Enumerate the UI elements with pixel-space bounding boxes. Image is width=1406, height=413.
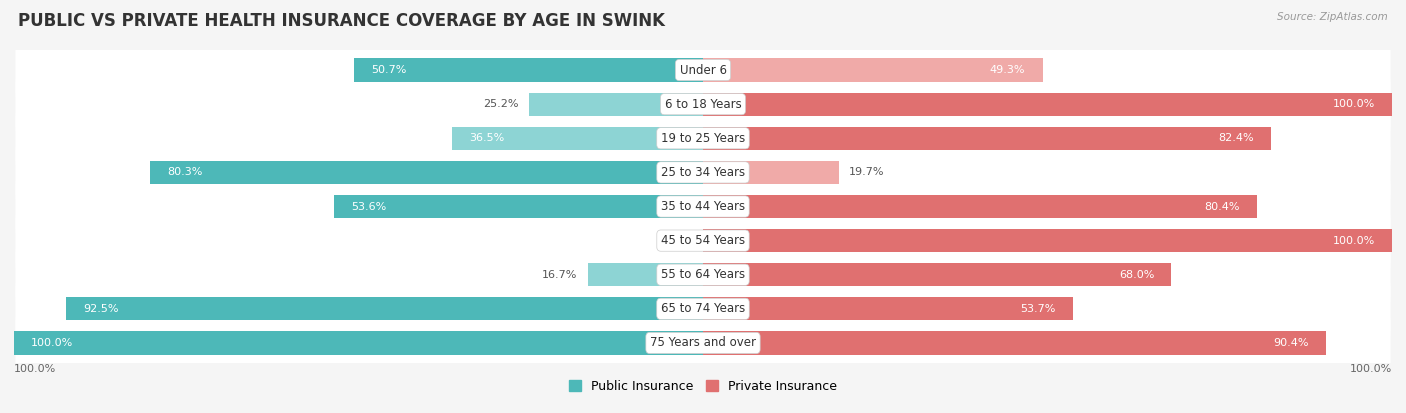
Bar bbox=[14, 331, 703, 355]
Bar bbox=[703, 161, 839, 184]
Text: 53.6%: 53.6% bbox=[352, 202, 387, 211]
Text: 75 Years and over: 75 Years and over bbox=[650, 337, 756, 349]
Text: Source: ZipAtlas.com: Source: ZipAtlas.com bbox=[1277, 12, 1388, 22]
FancyBboxPatch shape bbox=[15, 198, 1391, 283]
FancyBboxPatch shape bbox=[15, 266, 1391, 351]
Text: 100.0%: 100.0% bbox=[1333, 236, 1375, 246]
Text: 92.5%: 92.5% bbox=[83, 304, 118, 314]
Bar bbox=[451, 127, 703, 150]
Text: 50.7%: 50.7% bbox=[371, 65, 406, 75]
Text: 49.3%: 49.3% bbox=[990, 65, 1025, 75]
FancyBboxPatch shape bbox=[15, 62, 1391, 147]
Text: 6 to 18 Years: 6 to 18 Years bbox=[665, 97, 741, 111]
Text: 45 to 54 Years: 45 to 54 Years bbox=[661, 234, 745, 247]
Bar bbox=[150, 161, 703, 184]
FancyBboxPatch shape bbox=[15, 96, 1391, 180]
Text: 65 to 74 Years: 65 to 74 Years bbox=[661, 302, 745, 316]
Bar bbox=[703, 93, 1392, 116]
Text: 55 to 64 Years: 55 to 64 Years bbox=[661, 268, 745, 281]
Text: 35 to 44 Years: 35 to 44 Years bbox=[661, 200, 745, 213]
FancyBboxPatch shape bbox=[15, 233, 1391, 317]
Text: 0.0%: 0.0% bbox=[665, 236, 693, 246]
Text: 36.5%: 36.5% bbox=[468, 133, 503, 143]
Text: 90.4%: 90.4% bbox=[1272, 338, 1309, 348]
Legend: Public Insurance, Private Insurance: Public Insurance, Private Insurance bbox=[564, 375, 842, 398]
FancyBboxPatch shape bbox=[15, 130, 1391, 215]
Bar bbox=[703, 195, 1257, 218]
Bar bbox=[530, 93, 703, 116]
Bar bbox=[703, 229, 1392, 252]
Bar bbox=[703, 263, 1171, 286]
Bar bbox=[66, 297, 703, 320]
Text: 25 to 34 Years: 25 to 34 Years bbox=[661, 166, 745, 179]
Text: PUBLIC VS PRIVATE HEALTH INSURANCE COVERAGE BY AGE IN SWINK: PUBLIC VS PRIVATE HEALTH INSURANCE COVER… bbox=[18, 12, 665, 31]
Text: 19 to 25 Years: 19 to 25 Years bbox=[661, 132, 745, 145]
Text: 80.4%: 80.4% bbox=[1204, 202, 1240, 211]
Text: 19.7%: 19.7% bbox=[849, 167, 884, 177]
Bar bbox=[703, 297, 1073, 320]
Text: 100.0%: 100.0% bbox=[1333, 99, 1375, 109]
Text: 100.0%: 100.0% bbox=[31, 338, 73, 348]
Bar bbox=[588, 263, 703, 286]
Text: Under 6: Under 6 bbox=[679, 64, 727, 76]
Text: 16.7%: 16.7% bbox=[543, 270, 578, 280]
Bar bbox=[703, 127, 1271, 150]
FancyBboxPatch shape bbox=[15, 301, 1391, 385]
Bar bbox=[333, 195, 703, 218]
Bar bbox=[703, 58, 1043, 82]
Text: 68.0%: 68.0% bbox=[1119, 270, 1154, 280]
Text: 80.3%: 80.3% bbox=[167, 167, 202, 177]
Text: 53.7%: 53.7% bbox=[1021, 304, 1056, 314]
FancyBboxPatch shape bbox=[15, 164, 1391, 249]
FancyBboxPatch shape bbox=[15, 28, 1391, 112]
Text: 25.2%: 25.2% bbox=[484, 99, 519, 109]
Bar bbox=[703, 331, 1326, 355]
Text: 82.4%: 82.4% bbox=[1218, 133, 1254, 143]
Text: 100.0%: 100.0% bbox=[1350, 364, 1392, 374]
Text: 100.0%: 100.0% bbox=[14, 364, 56, 374]
Bar bbox=[354, 58, 703, 82]
